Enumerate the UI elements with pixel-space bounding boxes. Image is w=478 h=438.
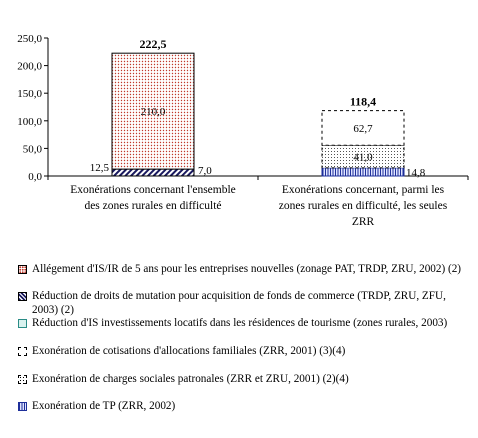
dashed-square-icon	[18, 347, 27, 356]
category-label: des zones rurales en difficulté	[84, 200, 221, 212]
data-label: 7,0	[198, 165, 212, 177]
legend-label: Réduction d'IS investissements locatifs …	[32, 317, 448, 329]
data-label: 12,5	[90, 162, 110, 174]
data-label: 62,7	[353, 123, 373, 135]
teal-square-icon	[18, 319, 27, 328]
chart-labels: 222,5 118,4 210,0 12,5 7,0 14,8 41,0 62,7	[90, 37, 426, 179]
data-label: 14,8	[406, 167, 426, 179]
bar-segment	[321, 110, 405, 146]
y-tick-label: 0,0	[28, 171, 42, 183]
legend-label: Exonération de charges sociales patronal…	[32, 373, 349, 385]
bar-segment	[321, 144, 405, 169]
legend-label: Exonération de TP (ZRR, 2002)	[32, 400, 176, 412]
bar-segment	[111, 52, 195, 170]
data-label: 210,0	[141, 106, 166, 118]
y-tick-label: 250,0	[17, 33, 42, 45]
dotted-dashed-square-icon	[18, 375, 27, 384]
category-label: ZRR	[352, 216, 375, 228]
legend-label: Allégement d'IS/IR de 5 ans pour les ent…	[32, 263, 462, 275]
bar-total-label: 118,4	[350, 95, 376, 109]
category-label: Exonérations concernant, parmi les	[282, 184, 445, 196]
category-label: Exonérations concernant l'ensemble	[70, 184, 236, 196]
legend-label: Exonération de cotisations d'allocations…	[32, 345, 346, 357]
y-tick-label: 100,0	[17, 116, 42, 128]
vertical-hatch-square-icon	[18, 402, 27, 411]
bar-segment	[321, 167, 405, 177]
y-tick-label: 200,0	[17, 61, 42, 73]
legend-label: Réduction de droits de mutation pour acq…	[32, 290, 446, 316]
dotted-red-square-icon	[18, 265, 27, 274]
bar-segment	[111, 168, 195, 177]
data-label: 41,0	[353, 152, 373, 164]
chart-bars	[111, 52, 405, 177]
chart-axes: 0,0 50,0 100,0 150,0 200,0 250,0 Exonérations …	[17, 33, 469, 228]
y-tick-label: 150,0	[17, 88, 42, 100]
category-label: zones rurales en difficulté, les seules	[279, 200, 448, 212]
bar-total-label: 222,5	[140, 37, 167, 51]
diagonal-hatch-square-icon	[18, 292, 27, 301]
y-tick-label: 50,0	[23, 143, 43, 155]
stacked-bar-chart: 0,0 50,0 100,0 150,0 200,0 250,0 Exonérations …	[17, 33, 469, 228]
